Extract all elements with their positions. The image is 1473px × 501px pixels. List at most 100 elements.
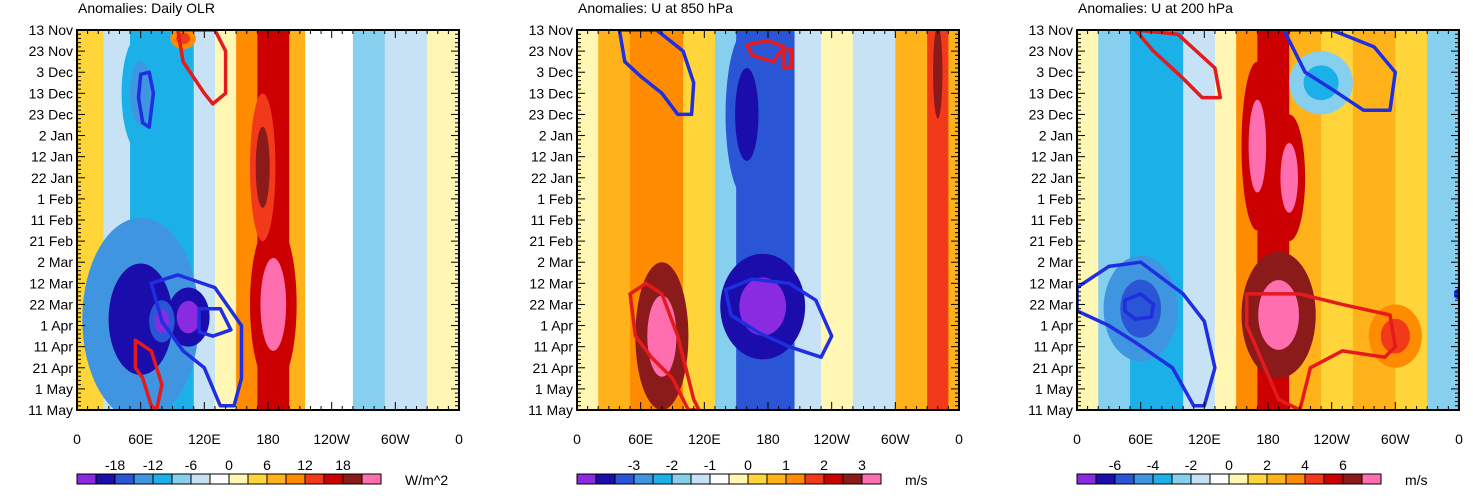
x-tick-label: 0 [573, 431, 581, 447]
y-tick-label: 13 Nov [1029, 22, 1073, 38]
anomaly-blob-core [260, 258, 287, 351]
anomaly-blob-core [1120, 279, 1162, 338]
colorbar-swatch [785, 473, 806, 485]
negative-contour [197, 306, 233, 338]
positive-contour [782, 47, 794, 70]
y-tick-label: 11 May [528, 402, 573, 418]
y-tick-label: 3 Dec [536, 64, 573, 80]
y-tick-label: 3 Dec [36, 64, 73, 80]
anomaly-blob-core [647, 295, 677, 377]
y-tick-label: 13 Dec [1029, 85, 1073, 101]
positive-contour [1245, 292, 1398, 410]
y-tick-label: 22 Jan [531, 170, 573, 186]
colorbar-label: 0 [225, 457, 233, 473]
colorbar-swatch [1133, 473, 1154, 485]
x-tick-label: 120W [313, 431, 350, 447]
x-tick-label: 0 [73, 431, 81, 447]
heatmap-band [895, 30, 928, 410]
x-tick-label: 180 [256, 431, 280, 447]
y-tick-label: 2 Jan [539, 128, 573, 144]
x-tick-label: 0 [455, 431, 463, 447]
x-tick-label: 0 [1073, 431, 1081, 447]
y-tick-label: 13 Dec [29, 85, 73, 101]
colorbar-label: -3 [628, 457, 641, 473]
y-tick-label: 21 Feb [529, 233, 573, 249]
negative-contour [723, 277, 834, 359]
y-tick-label: 2 Jan [39, 128, 73, 144]
colorbar-swatch [171, 473, 192, 485]
heatmap-field [577, 30, 959, 410]
colorbar-swatch [1304, 473, 1325, 485]
colorbar-label: 6 [1339, 457, 1347, 473]
y-tick-label: 12 Mar [29, 275, 73, 291]
colorbar-swatch [342, 473, 363, 485]
y-tick-label: 12 Mar [529, 275, 573, 291]
negative-contour [617, 30, 696, 117]
colorbar-swatch [1152, 473, 1173, 485]
colorbar-swatch [1285, 473, 1306, 485]
colorbar-label: -2 [666, 457, 679, 473]
y-tick-label: 21 Apr [1033, 360, 1074, 376]
panel-title: Anomalies: U at 850 hPa [578, 0, 733, 16]
colorbar-swatch [576, 473, 597, 485]
x-tick-label: 120E [688, 431, 721, 447]
colorbar-label: -12 [143, 457, 163, 473]
y-tick-label: 11 Feb [530, 212, 573, 228]
y-tick-label: 2 Mar [537, 254, 573, 270]
heatmap-band [193, 30, 216, 410]
colorbar-swatch [190, 473, 211, 485]
x-tick-label: 60E [128, 431, 153, 447]
y-tick-label: 21 Apr [533, 360, 574, 376]
x-tick-label: 120W [1313, 431, 1350, 447]
anomaly-blob-core [108, 263, 173, 375]
colorbar-swatch [861, 473, 882, 485]
panel-title: Anomalies: Daily OLR [78, 0, 215, 16]
chart-panel: Anomalies: U at 200 hPa 13 Nov 23 Nov 3 Dec… [1028, 0, 1463, 488]
colorbar-swatch [1171, 473, 1192, 485]
x-tick-label: 120W [813, 431, 850, 447]
panel-title: Anomalies: U at 200 hPa [1078, 0, 1233, 16]
colorbar-swatch [1190, 473, 1211, 485]
y-tick-label: 21 Feb [29, 233, 73, 249]
heatmap-field [1077, 30, 1459, 410]
colorbar-units: m/s [1405, 472, 1428, 488]
colorbar-units: m/s [905, 472, 928, 488]
colorbar-swatch [1342, 473, 1363, 485]
y-tick-label: 13 Nov [529, 22, 573, 38]
y-tick-label: 13 Dec [529, 85, 573, 101]
positive-contour [176, 30, 228, 106]
colorbar-swatch [1209, 473, 1230, 485]
anomaly-blob-core [1258, 280, 1300, 350]
y-tick-label: 1 Apr [1040, 318, 1073, 334]
colorbar-swatch [690, 473, 711, 485]
y-tick-label: 21 Feb [1029, 233, 1073, 249]
heatmap-band [1214, 30, 1237, 410]
y-tick-label: 3 Dec [1036, 64, 1073, 80]
y-tick-label: 1 Apr [40, 318, 73, 334]
y-tick-label: 12 Jan [531, 149, 573, 165]
y-tick-label: 12 Jan [1031, 149, 1073, 165]
chart-panel: Anomalies: U at 850 hPa 13 Nov 23 Nov 3 Dec… [528, 0, 963, 488]
colorbar-swatch [361, 473, 382, 485]
colorbar-swatch [266, 473, 287, 485]
y-tick-label: 22 Jan [31, 170, 73, 186]
anomaly-blob-core [255, 126, 270, 208]
y-tick-label: 22 Jan [1031, 170, 1073, 186]
colorbar-swatch [209, 473, 230, 485]
colorbar-swatch [728, 473, 749, 485]
colorbar-swatch [323, 473, 344, 485]
colorbar-swatch [1114, 473, 1135, 485]
colorbar-label: 12 [297, 457, 313, 473]
y-tick-label: 11 Apr [1034, 339, 1074, 355]
colorbar-swatch [766, 473, 787, 485]
colorbar-swatch [304, 473, 325, 485]
anomaly-blob-core [1248, 99, 1267, 193]
colorbar-label: 4 [1301, 457, 1309, 473]
y-tick-label: 12 Mar [1029, 275, 1073, 291]
y-tick-label: 1 Feb [37, 191, 73, 207]
x-tick-label: 60W [881, 431, 911, 447]
colorbar-swatch [152, 473, 173, 485]
y-tick-label: 11 May [1028, 402, 1073, 418]
y-tick-label: 22 Mar [1029, 296, 1073, 312]
y-tick-label: 1 May [35, 381, 73, 397]
